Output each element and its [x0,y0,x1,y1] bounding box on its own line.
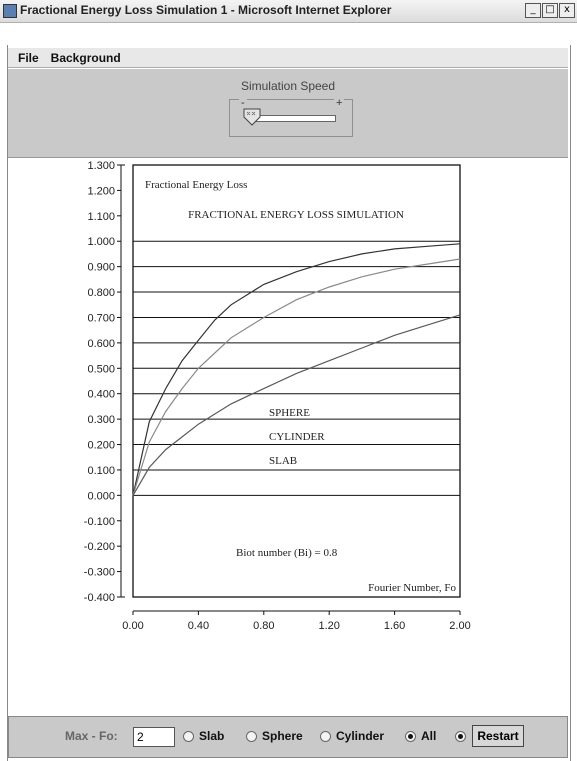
y-tick-label: -0.200 [84,541,115,553]
chart-ylabel: Fractional Energy Loss [145,179,247,191]
y-tick-label: 0.700 [87,312,115,324]
legend-label-sphere: SPHERE [269,407,310,419]
control-bar: Max - Fo: Slab Sphere Cylinder All Resta… [8,716,568,758]
y-tick-label: 0.100 [87,465,115,477]
close-button[interactable]: x [559,3,575,18]
x-tick-label: 1.20 [318,620,339,632]
x-tick-label: 2.00 [449,620,470,632]
radio-restart-circle[interactable] [455,731,466,742]
radio-sphere-circle[interactable] [246,731,257,742]
minimize-button[interactable]: _ [525,3,541,18]
y-tick-label: -0.300 [84,567,115,579]
x-tick-label: 0.80 [253,620,274,632]
window-controls: _ □ x [525,3,575,18]
maxfo-label: Max - Fo: [65,729,118,743]
y-tick-label: 1.200 [87,185,115,197]
x-tick-label: 0.40 [188,620,209,632]
x-tick-label: 1.60 [384,620,405,632]
plot-panel: 1.300 1.200 1.100 1.000 0.900 0.800 0.700 0.600… [8,158,568,711]
radio-all[interactable]: All [405,729,436,743]
energy-loss-chart: 1.300 1.200 1.100 1.000 0.900 0.800 0.700 0.600… [84,160,471,632]
radio-cylinder-label: Cylinder [336,729,385,743]
slider-max-label: + [334,97,345,109]
series-line-slab [132,314,461,496]
browser-icon [3,4,17,18]
y-tick-label: 0.300 [87,414,115,426]
y-tick-label: 1.000 [87,236,115,248]
x-tick-label: 0.00 [122,620,143,632]
radio-cylinder-circle[interactable] [320,731,331,742]
radio-cylinder[interactable]: Cylinder [320,729,384,743]
radio-all-circle[interactable] [405,731,416,742]
series-line-cylinder [132,258,461,496]
chart-title: FRACTIONAL ENERGY LOSS SIMULATION [188,209,404,221]
window-titlebar: Fractional Energy Loss Simulation 1 - Mi… [0,0,577,23]
y-tick-label: 0.400 [87,389,115,401]
radio-all-label: All [421,729,437,743]
y-tick-label: 1.100 [87,211,115,223]
menu-bar: File Background [8,48,568,68]
maximize-button[interactable]: □ [542,3,558,18]
speed-title: Simulation Speed [240,79,336,93]
speed-slider-group: - + [229,97,353,137]
y-tick-label: 1.300 [87,160,115,172]
applet-frame [7,45,571,761]
window-title: Fractional Energy Loss Simulation 1 - Mi… [20,3,392,17]
radio-sphere[interactable]: Sphere [246,729,303,743]
y-tick-label: 0.900 [87,262,115,274]
restart-button[interactable]: Restart [472,725,524,747]
y-tick-label: 0.800 [87,287,115,299]
menu-file[interactable]: File [18,51,39,65]
biot-annotation: Biot number (Bi) = 0.8 [236,547,338,559]
radio-sphere-label: Sphere [262,729,303,743]
series-line-sphere [132,243,461,496]
speed-slider-thumb[interactable] [243,108,261,126]
legend-label-cylinder: CYLINDER [269,431,325,443]
y-tick-label: 0.200 [87,440,115,452]
chart-xlabel: Fourier Number, Fo [368,582,456,594]
y-tick-label: -0.400 [84,592,115,604]
menu-background[interactable]: Background [50,51,121,65]
radio-restart[interactable] [455,729,471,743]
speed-panel: Simulation Speed - + [8,69,568,158]
plot-frame [132,164,461,598]
y-tick-label: -0.100 [84,516,115,528]
maxfo-input[interactable] [133,727,175,747]
y-tick-label: 0.000 [87,490,115,502]
y-tick-label: 0.500 [87,363,115,375]
y-tick-label: 0.600 [87,338,115,350]
speed-slider-track[interactable] [250,115,336,122]
legend-label-slab: SLAB [269,455,297,467]
radio-slab-label: Slab [199,729,225,743]
radio-slab-circle[interactable] [183,731,194,742]
slider-min-label: - [239,97,247,109]
radio-slab[interactable]: Slab [183,729,224,743]
